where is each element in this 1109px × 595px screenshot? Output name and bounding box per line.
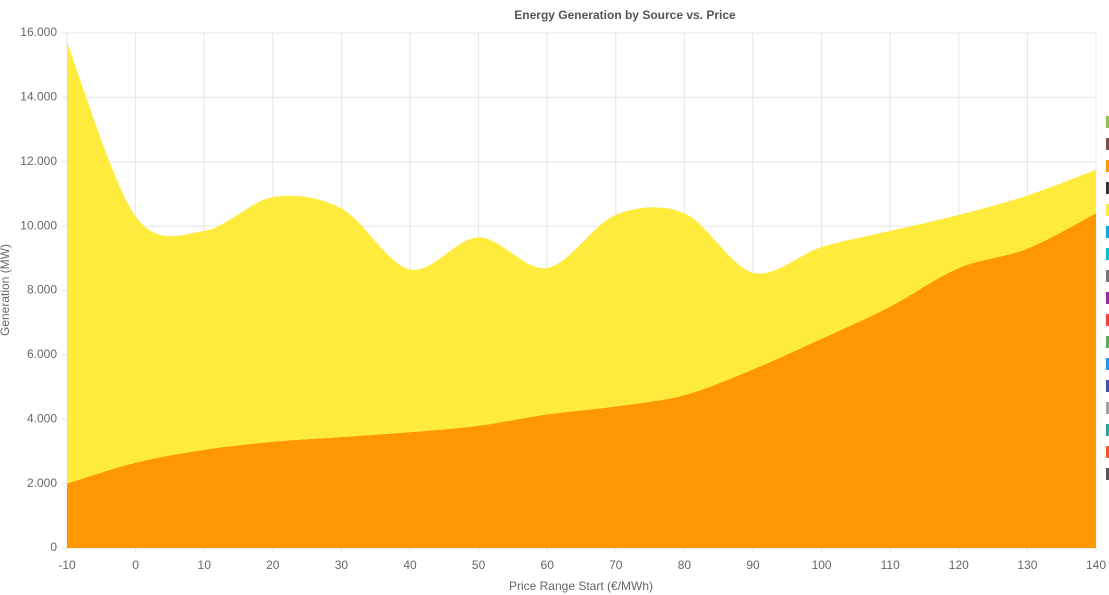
x-tick-label: 100	[812, 558, 832, 572]
legend-swatch	[1106, 116, 1109, 128]
x-tick-label: 110	[881, 558, 900, 572]
legend-swatch	[1106, 336, 1109, 348]
y-axis-title: Generation (MW)	[0, 244, 12, 336]
x-tick-label: 0	[132, 558, 139, 572]
legend-swatch	[1106, 468, 1109, 480]
y-tick-label: 16.000	[20, 25, 57, 39]
x-tick-label: 140	[1086, 558, 1106, 572]
x-tick-label: 40	[403, 558, 417, 572]
x-tick-label: 90	[746, 558, 760, 572]
legend-swatch	[1106, 204, 1109, 216]
x-tick-label: 70	[609, 558, 623, 572]
chart-title: Energy Generation by Source vs. Price	[514, 8, 736, 22]
legend-swatch	[1106, 182, 1109, 194]
x-axis-title: Price Range Start (€/MWh)	[509, 579, 653, 593]
legend-swatch	[1106, 424, 1109, 436]
x-tick-label: 130	[1017, 558, 1037, 572]
legend-swatch	[1106, 160, 1109, 172]
area	[67, 213, 1096, 548]
legend-swatch	[1106, 248, 1109, 260]
legend-swatch	[1106, 138, 1109, 150]
legend-swatch	[1106, 402, 1109, 414]
area	[67, 42, 1096, 484]
y-tick-label: 10.000	[20, 218, 57, 232]
x-tick-label: -10	[58, 558, 76, 572]
x-tick-label: 50	[472, 558, 486, 572]
legend-swatch	[1106, 292, 1109, 304]
legend-swatch	[1106, 446, 1109, 458]
x-tick-label: 80	[678, 558, 692, 572]
y-tick-label: 8.000	[27, 283, 57, 297]
x-tick-label: 60	[541, 558, 555, 572]
y-tick-label: 4.000	[27, 411, 57, 425]
y-tick-label: 0	[50, 540, 57, 554]
y-tick-label: 2.000	[27, 476, 57, 490]
legend-swatch	[1106, 380, 1109, 392]
x-tick-label: 120	[949, 558, 969, 572]
x-tick-label: 20	[266, 558, 280, 572]
legend-swatch	[1106, 314, 1109, 326]
x-tick-label: 10	[198, 558, 212, 572]
y-tick-label: 14.000	[20, 90, 57, 104]
y-tick-label: 6.000	[27, 347, 57, 361]
y-tick-label: 12.000	[20, 154, 57, 168]
legend-swatch	[1106, 270, 1109, 282]
legend-swatch	[1106, 226, 1109, 238]
legend-swatch	[1106, 358, 1109, 370]
x-tick-label: 30	[335, 558, 349, 572]
